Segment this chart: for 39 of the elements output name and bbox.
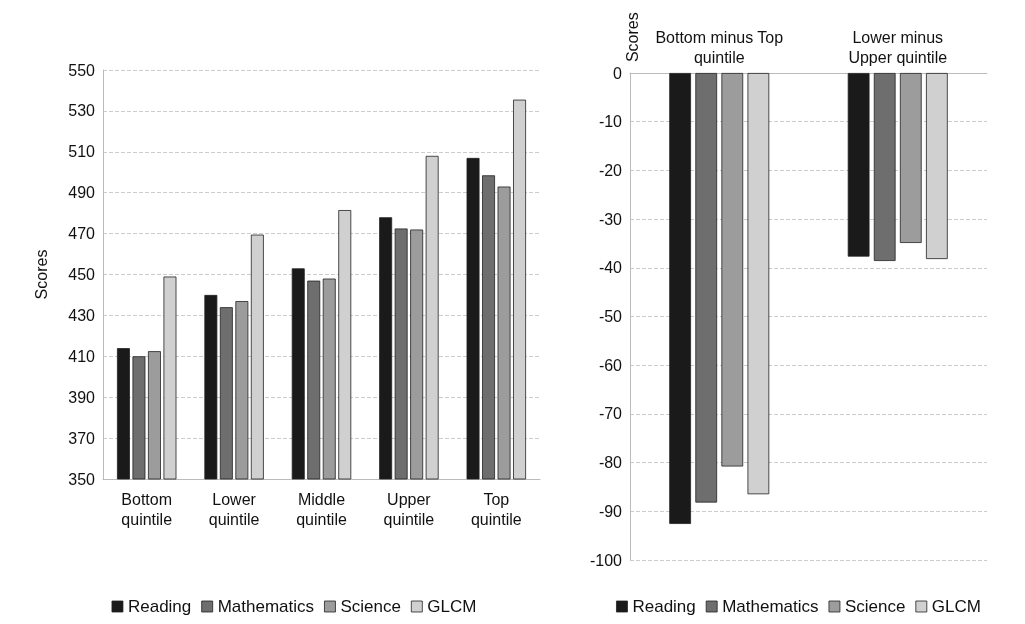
y-tick-label: -70 [598,405,623,423]
legend-label: Reading [127,597,192,616]
x-tick-label: Bottom quintile [121,490,173,528]
y-axis-title: Scores [32,249,50,300]
legend-label: Science [340,597,401,616]
x-tick-label: Lower quintile [208,490,260,528]
y-tick-label: 530 [68,102,96,120]
legend-label: Mathematics [217,597,315,616]
y-tick-label: 510 [68,143,96,161]
x-tick-label: Upper quintile [383,490,435,528]
y-tick-label: -90 [598,502,623,520]
y-tick-label: -100 [589,551,623,569]
legend-label: GLCM [427,597,477,616]
y-tick-label: -40 [598,259,623,277]
y-tick-label: 490 [68,184,96,202]
y-axis-title: Scores [623,12,641,63]
legend-label: GLCM [931,597,981,616]
y-tick-label: 410 [68,347,96,365]
y-tick-label: 450 [68,266,96,283]
y-tick-label: -80 [598,454,623,472]
x-tick-label: Bottom minus Top quintile [655,28,784,66]
x-tick-label: Top quintile [470,490,522,528]
legend-label: Science [844,597,906,616]
legend-label: Mathematics [722,597,819,616]
y-tick-label: -30 [598,210,623,228]
x-tick-label: Lower minus Upper quintile [848,28,948,66]
y-tick-label: 430 [68,306,96,324]
y-tick-label: 350 [68,470,96,488]
y-tick-label: -20 [598,161,623,179]
y-tick-label: -10 [598,113,623,131]
x-tick-label: Middle quintile [296,490,347,528]
y-tick-label: 0 [613,64,623,82]
y-tick-label: 470 [68,225,96,243]
y-tick-label: 370 [68,429,96,447]
y-tick-label: -50 [598,308,623,325]
y-tick-label: -60 [598,356,623,374]
legend-label: Reading [632,597,696,616]
y-tick-label: 550 [68,61,96,79]
y-tick-label: 390 [68,388,96,406]
